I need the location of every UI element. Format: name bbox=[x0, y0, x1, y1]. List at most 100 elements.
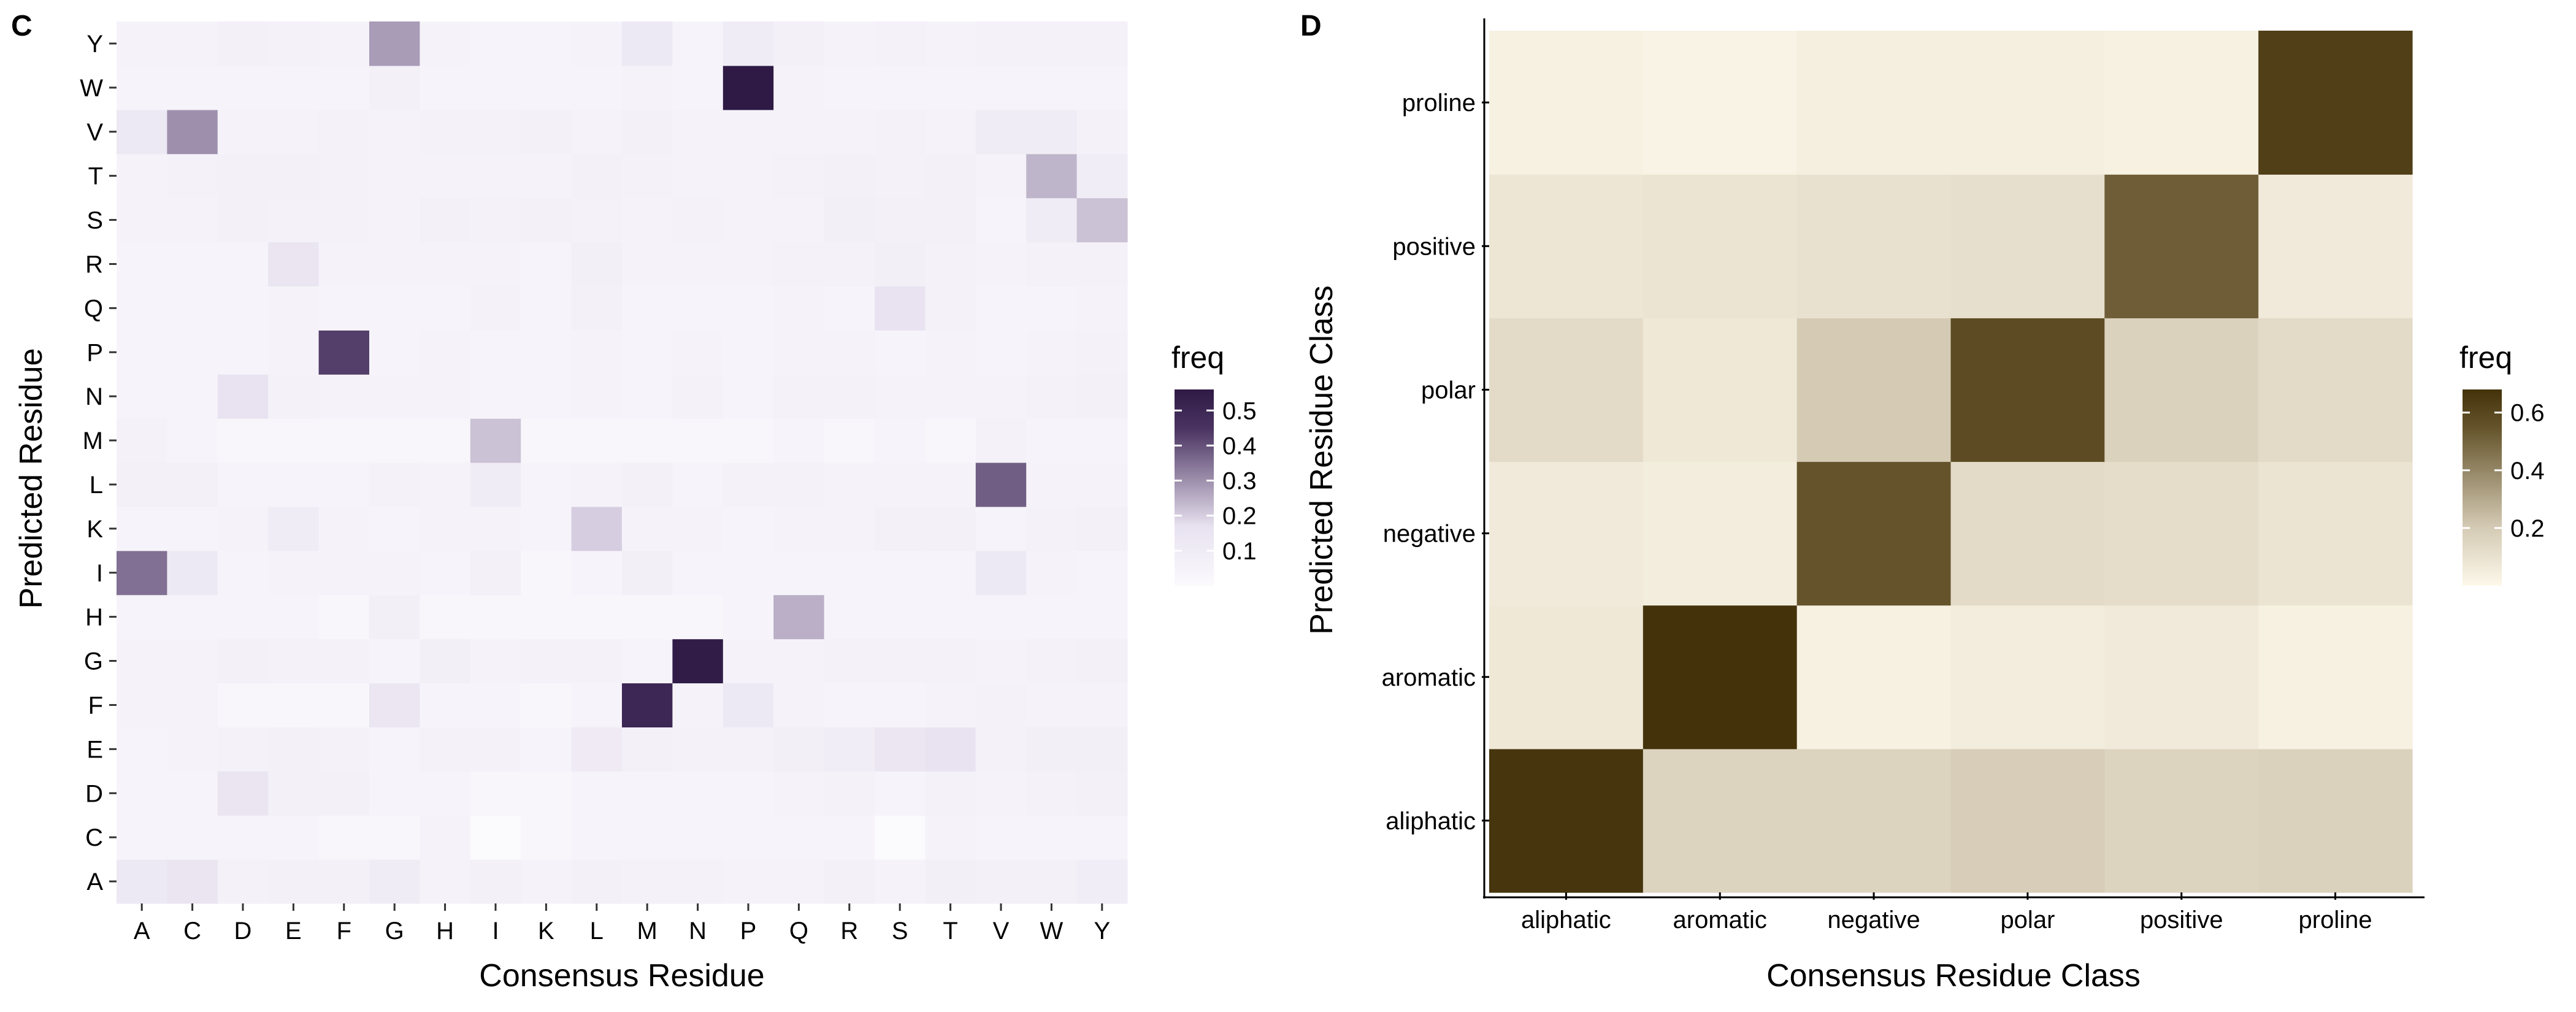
heatmap-cell bbox=[571, 550, 623, 596]
legend-tick-label: 0.2 bbox=[1222, 503, 1257, 530]
y-tick-label: Y bbox=[86, 31, 103, 58]
heatmap-cell bbox=[521, 153, 572, 199]
heatmap-cell bbox=[672, 638, 724, 684]
heatmap-cell bbox=[824, 462, 875, 507]
heatmap-cell bbox=[1643, 318, 1798, 462]
panel-c-legend-title: freq bbox=[1171, 340, 1224, 375]
heatmap-cell bbox=[571, 506, 623, 551]
heatmap-cell bbox=[1026, 683, 1078, 727]
heatmap-cell bbox=[420, 109, 471, 155]
heatmap-cell bbox=[875, 771, 926, 816]
heatmap-cell bbox=[571, 727, 623, 772]
heatmap-cell bbox=[217, 683, 269, 727]
heatmap-cell bbox=[773, 771, 825, 816]
heatmap-cell bbox=[571, 815, 623, 860]
heatmap-cell bbox=[975, 418, 1027, 463]
heatmap-cell bbox=[318, 153, 370, 199]
heatmap-cell bbox=[521, 550, 572, 596]
heatmap-cell bbox=[622, 109, 673, 155]
heatmap-cell bbox=[975, 683, 1027, 727]
heatmap-cell bbox=[925, 594, 976, 640]
heatmap-cell bbox=[1643, 748, 1798, 893]
heatmap-cell bbox=[1950, 174, 2105, 318]
heatmap-cell bbox=[875, 330, 926, 375]
panel-d-heatmap: D aliphatic aromatic negative polar positive… bbox=[1300, 10, 2545, 994]
heatmap-cell bbox=[773, 506, 825, 551]
heatmap-cell bbox=[1076, 109, 1128, 155]
heatmap-cell bbox=[217, 771, 269, 816]
heatmap-cell bbox=[470, 859, 521, 904]
y-tick-label: P bbox=[86, 339, 103, 366]
heatmap-cell bbox=[2258, 318, 2413, 462]
heatmap-cell bbox=[521, 462, 572, 507]
heatmap-cell bbox=[975, 153, 1027, 199]
heatmap-cell bbox=[369, 418, 420, 463]
x-tick-label: L bbox=[590, 918, 604, 945]
heatmap-cell bbox=[217, 109, 269, 155]
heatmap-cell bbox=[723, 815, 774, 860]
heatmap-cell bbox=[2104, 605, 2259, 749]
heatmap-cell bbox=[470, 65, 521, 110]
heatmap-cell bbox=[521, 418, 572, 463]
heatmap-cell bbox=[571, 109, 623, 155]
heatmap-cell bbox=[2258, 31, 2413, 175]
panel-d-legend: freq 0.2 0.4 0.6 bbox=[2459, 340, 2545, 586]
heatmap-cell bbox=[824, 815, 875, 860]
heatmap-cell bbox=[268, 65, 320, 110]
heatmap-cell bbox=[875, 815, 926, 860]
heatmap-cell bbox=[117, 683, 167, 727]
heatmap-cell bbox=[420, 197, 471, 243]
heatmap-cell bbox=[470, 771, 521, 816]
x-tick-label: W bbox=[1040, 918, 1064, 945]
heatmap-cell bbox=[117, 65, 167, 110]
heatmap-cell bbox=[318, 550, 370, 596]
legend-tick-label: 0.6 bbox=[2510, 400, 2545, 427]
heatmap-cell bbox=[975, 374, 1027, 419]
heatmap-cell bbox=[167, 727, 218, 772]
heatmap-cell bbox=[318, 683, 370, 727]
heatmap-cell bbox=[167, 771, 218, 816]
heatmap-cell bbox=[672, 374, 724, 419]
heatmap-cell bbox=[925, 197, 976, 243]
heatmap-cell bbox=[318, 418, 370, 463]
heatmap-cell bbox=[369, 109, 420, 155]
heatmap-cell bbox=[773, 374, 825, 419]
heatmap-cell bbox=[521, 242, 572, 286]
heatmap-cell bbox=[975, 286, 1027, 331]
heatmap-cell bbox=[420, 242, 471, 286]
heatmap-cell bbox=[521, 65, 572, 110]
heatmap-cell bbox=[875, 374, 926, 419]
heatmap-cell bbox=[420, 462, 471, 507]
heatmap-cell bbox=[925, 815, 976, 860]
y-tick-label: Q bbox=[84, 295, 103, 322]
heatmap-cell bbox=[723, 462, 774, 507]
panel-c-cells bbox=[117, 21, 1128, 904]
heatmap-cell bbox=[2258, 605, 2413, 749]
heatmap-cell bbox=[521, 286, 572, 331]
heatmap-cell bbox=[1076, 418, 1128, 463]
heatmap-cell bbox=[318, 197, 370, 243]
heatmap-cell bbox=[1026, 462, 1078, 507]
heatmap-cell bbox=[975, 242, 1027, 286]
heatmap-cell bbox=[1026, 242, 1078, 286]
heatmap-cell bbox=[672, 197, 724, 243]
heatmap-cell bbox=[369, 859, 420, 904]
x-tick-label: I bbox=[492, 918, 499, 945]
heatmap-cell bbox=[369, 462, 420, 507]
y-tick-label: L bbox=[90, 472, 103, 499]
heatmap-cell bbox=[773, 859, 825, 904]
heatmap-cell bbox=[1950, 605, 2105, 749]
heatmap-cell bbox=[672, 21, 724, 66]
heatmap-cell bbox=[521, 109, 572, 155]
heatmap-cell bbox=[470, 727, 521, 772]
heatmap-cell bbox=[1950, 748, 2105, 893]
heatmap-cell bbox=[470, 683, 521, 727]
panel-d-legend-colorbar bbox=[2463, 389, 2502, 586]
panel-d-y-ticks: aliphatic aromatic negative polar positive pr… bbox=[1382, 90, 1489, 835]
heatmap-cell bbox=[369, 242, 420, 286]
heatmap-cell bbox=[773, 286, 825, 331]
heatmap-cell bbox=[1076, 65, 1128, 110]
heatmap-cell bbox=[217, 153, 269, 199]
heatmap-cell bbox=[672, 65, 724, 110]
